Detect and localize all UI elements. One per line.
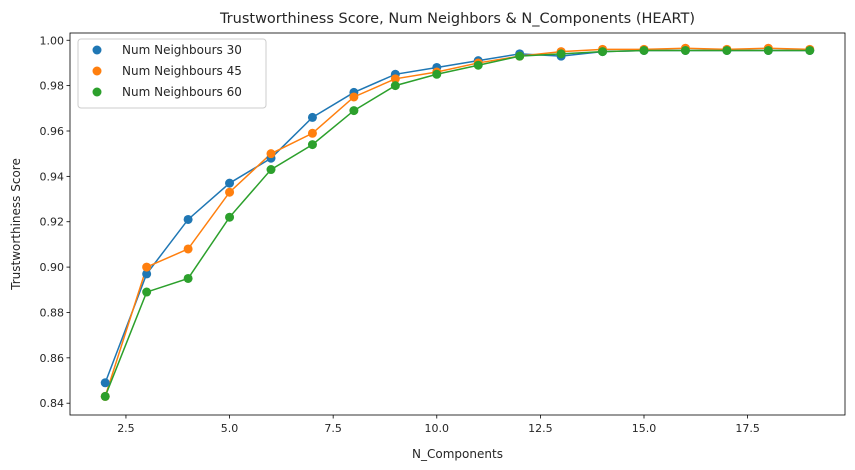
legend-label-2: Num Neighbours 45: [122, 64, 242, 78]
legend-marker-2: [92, 66, 102, 76]
data-point-series-3: [680, 45, 690, 55]
legend-marker-3: [92, 87, 102, 97]
data-point-series-2: [390, 74, 400, 84]
y-tick-label: 0.92: [40, 216, 65, 229]
legend-label-1: Num Neighbours 30: [122, 43, 242, 57]
data-point-series-3: [515, 51, 525, 61]
y-tick-label: 1.00: [40, 34, 65, 47]
data-point-series-2: [183, 244, 193, 254]
data-point-series-3: [100, 391, 110, 401]
legend-box: [77, 38, 267, 109]
series-line-2: [104, 47, 810, 397]
data-point-series-3: [307, 140, 317, 150]
data-point-series-3: [556, 49, 566, 59]
data-point-series-3: [183, 273, 193, 283]
x-tick-label: 12.5: [528, 422, 553, 435]
y-tick-label: 0.84: [40, 397, 65, 410]
data-point-series-3: [473, 60, 483, 70]
data-point-series-3: [390, 81, 400, 91]
data-point-series-1: [225, 178, 235, 188]
y-tick-label: 0.88: [40, 306, 65, 319]
x-tick-label: 7.5: [324, 422, 342, 435]
x-tick-label: 10.0: [425, 422, 450, 435]
plot-frame: [69, 32, 846, 416]
x-tick-label: 5.0: [221, 422, 239, 435]
y-tick-label: 0.96: [40, 125, 65, 138]
y-tick-label: 0.94: [40, 170, 65, 183]
data-point-series-2: [349, 92, 359, 102]
data-point-series-1: [183, 214, 193, 224]
y-tick-label: 0.98: [40, 80, 65, 93]
x-tick-label: 15.0: [632, 422, 657, 435]
data-point-series-3: [639, 45, 649, 55]
plot-area: [100, 43, 815, 401]
data-point-series-3: [142, 287, 152, 297]
data-point-series-3: [266, 165, 276, 175]
data-point-series-3: [598, 47, 608, 57]
data-point-series-3: [432, 69, 442, 79]
data-point-series-3: [349, 106, 359, 116]
legend: Num Neighbours 30 Num Neighbours 45 Num Ne…: [77, 38, 267, 109]
data-point-series-3: [805, 45, 815, 55]
y-axis-label: Trustworthiness Score: [9, 158, 23, 291]
data-point-series-1: [307, 112, 317, 122]
data-point-series-1: [142, 269, 152, 279]
series-line-3: [104, 49, 810, 397]
legend-label-3: Num Neighbours 60: [122, 85, 242, 99]
data-point-series-3: [763, 45, 773, 55]
data-point-series-2: [307, 128, 317, 138]
data-point-series-2: [266, 149, 276, 159]
y-tick-label: 0.90: [40, 261, 65, 274]
data-point-series-2: [142, 262, 152, 272]
y-tick-label: 0.86: [40, 352, 65, 365]
data-point-series-3: [225, 212, 235, 222]
chart-title: Trustworthiness Score, Num Neighbors & N…: [219, 11, 695, 27]
x-tick-label: 17.5: [735, 422, 760, 435]
data-point-series-3: [722, 45, 732, 55]
x-axis-label: N_Components: [412, 447, 503, 461]
x-tick-label: 2.5: [117, 422, 135, 435]
legend-marker-1: [92, 45, 102, 55]
data-point-series-1: [100, 378, 110, 388]
data-point-series-2: [225, 187, 235, 197]
